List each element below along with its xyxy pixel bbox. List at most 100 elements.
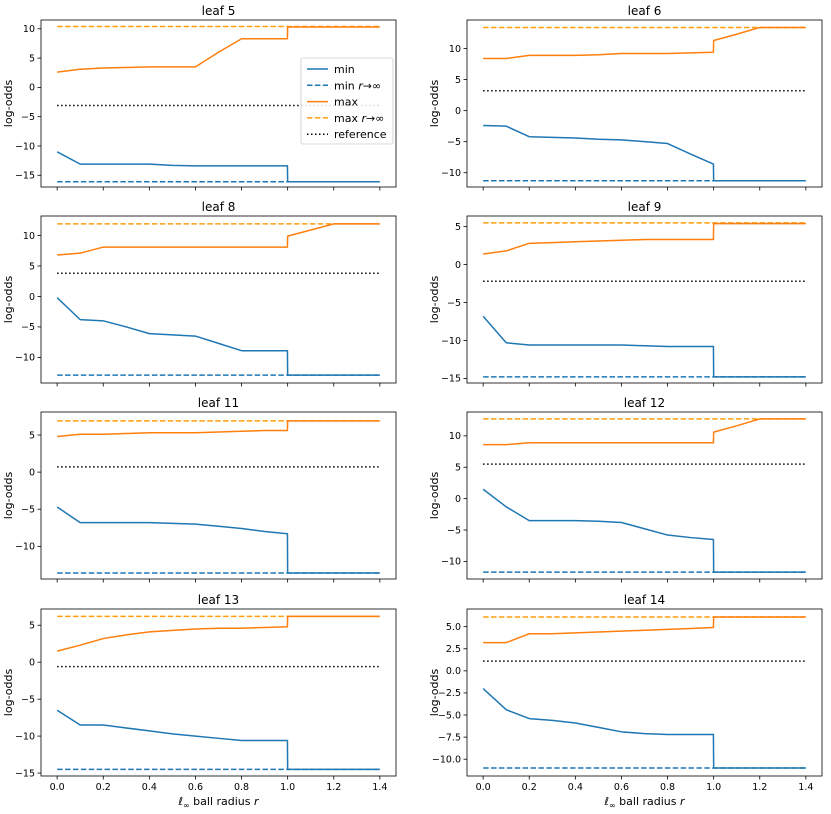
y-axis-label: log-odds xyxy=(428,276,441,324)
legend: min min r→∞ max max r→∞ reference xyxy=(300,57,394,145)
y-tick-label: −5 xyxy=(21,694,35,705)
y-tick-label: 10 xyxy=(449,44,461,55)
series-maxline xyxy=(56,615,380,652)
x-tick-label: 0.0 xyxy=(476,782,491,793)
y-tick-label: −10 xyxy=(15,731,35,742)
subplot-leaf-9: leaf 9 log-odds 5 0 −5 −10 −15 xyxy=(428,200,823,387)
y-tick-label: 5 xyxy=(455,222,461,233)
subplot-title: leaf 9 xyxy=(628,200,662,214)
y-tick-label: −10 xyxy=(15,141,35,152)
y-axis-label: log-odds xyxy=(2,80,15,128)
y-tick-label: 5 xyxy=(29,621,35,632)
x-tick-label: 1.0 xyxy=(280,782,295,793)
y-axis-label: log-odds xyxy=(2,669,15,717)
plot-frame xyxy=(466,608,823,777)
legend-box xyxy=(300,57,394,145)
y-axis-label: log-odds xyxy=(428,80,441,128)
y-tick-label: −5 xyxy=(21,505,35,516)
x-tick-label: 0.8 xyxy=(234,782,249,793)
legend-label: max r→∞ xyxy=(334,112,384,125)
subplot-title: leaf 14 xyxy=(624,593,665,607)
series-maxline xyxy=(483,418,806,446)
subplot-title: leaf 11 xyxy=(198,396,239,410)
subplot-leaf-6: leaf 6 log-odds 10 5 0 −5 −10 xyxy=(428,4,823,191)
x-tick-label: 1.0 xyxy=(706,782,721,793)
x-tick-label: 1.2 xyxy=(326,782,341,793)
y-tick-label: 0 xyxy=(29,83,35,94)
x-tick-label: 0.2 xyxy=(522,782,537,793)
legend-label: min xyxy=(334,63,355,76)
y-tick-label: 2.5 xyxy=(446,644,461,655)
y-tick-label: −5 xyxy=(21,112,35,123)
x-tick-label: 0.0 xyxy=(50,782,65,793)
subplot-title: leaf 13 xyxy=(198,593,239,607)
x-tick-label: 0.4 xyxy=(568,782,583,793)
y-tick-label: 0 xyxy=(455,260,461,271)
y-tick-label: −5 xyxy=(21,322,35,333)
series-minline xyxy=(482,687,806,769)
plot-frame xyxy=(466,215,823,384)
y-tick-label: 10 xyxy=(23,231,35,242)
x-axis-label: ℓ∞ ball radius r xyxy=(603,795,686,810)
y-tick-label: −5 xyxy=(447,298,461,309)
subplot-leaf-11: leaf 11 log-odds 5 0 −5 −10 xyxy=(2,396,397,583)
x-tick-label: 0.6 xyxy=(614,782,629,793)
y-tick-label: 5 xyxy=(29,261,35,272)
series-minline xyxy=(56,709,380,771)
series-maxline xyxy=(483,616,806,644)
y-tick-label: −10 xyxy=(441,557,461,568)
x-tick-label: 0.6 xyxy=(188,782,203,793)
subplot-leaf-12: leaf 12 log-odds 10 5 0 −5 −10 xyxy=(428,396,823,583)
y-tick-label: −15 xyxy=(15,768,35,779)
subplot-title: leaf 5 xyxy=(202,4,236,18)
series-maxline xyxy=(57,420,380,438)
plot-frame xyxy=(40,608,397,777)
plot-frame xyxy=(40,215,397,384)
y-tick-label: 5 xyxy=(29,53,35,64)
subplot-leaf-8: leaf 8 log-odds 10 5 0 −5 −10 xyxy=(2,200,397,387)
series-maxline xyxy=(57,26,380,73)
y-tick-label: 0.0 xyxy=(446,666,461,677)
plot-frame xyxy=(466,411,823,580)
y-tick-label: 5 xyxy=(455,75,461,86)
y-tick-label: −10 xyxy=(15,542,35,553)
y-tick-label: 5.0 xyxy=(446,622,461,633)
x-tick-label: 1.4 xyxy=(798,782,813,793)
x-tick-label: 0.4 xyxy=(142,782,157,793)
series-maxline xyxy=(483,222,806,255)
y-tick-label: −15 xyxy=(15,171,35,182)
x-tick-label: 1.4 xyxy=(372,782,387,793)
y-axis-label: log-odds xyxy=(428,669,441,717)
legend-label: reference xyxy=(334,128,387,141)
y-tick-label: −10 xyxy=(441,336,461,347)
y-axis-label: log-odds xyxy=(428,472,441,520)
y-axis-label: log-odds xyxy=(2,472,15,520)
plot-frame xyxy=(40,19,397,188)
y-tick-label: −15 xyxy=(441,374,461,385)
legend-label: min r→∞ xyxy=(334,79,381,92)
y-tick-label: −5 xyxy=(447,525,461,536)
series-minline xyxy=(56,506,380,574)
subplot-title: leaf 12 xyxy=(624,396,665,410)
x-tick-label: 0.8 xyxy=(660,782,675,793)
plot-frame xyxy=(466,19,823,188)
series-minline xyxy=(56,151,380,183)
plot-frame xyxy=(40,411,397,580)
x-axis-label: ℓ∞ ball radius r xyxy=(177,795,260,810)
series-maxline xyxy=(483,26,806,60)
x-tick-label: 1.2 xyxy=(752,782,767,793)
y-tick-label: −10 xyxy=(441,168,461,179)
y-tick-label: 0 xyxy=(29,658,35,669)
y-tick-label: 0 xyxy=(29,467,35,478)
series-minline xyxy=(482,488,806,573)
y-tick-label: −5 xyxy=(447,137,461,148)
y-tick-label: 10 xyxy=(449,431,461,442)
subplot-leaf-14: leaf 14 log-odds 5.0 2.5 0.0 −2.5 −5.0 −7.5 −10.… xyxy=(428,593,823,810)
series-minline xyxy=(56,297,380,376)
y-tick-label: 5 xyxy=(29,430,35,441)
y-tick-label: 0 xyxy=(455,106,461,117)
y-tick-label: −7.5 xyxy=(438,732,461,743)
y-tick-label: 0 xyxy=(455,494,461,505)
